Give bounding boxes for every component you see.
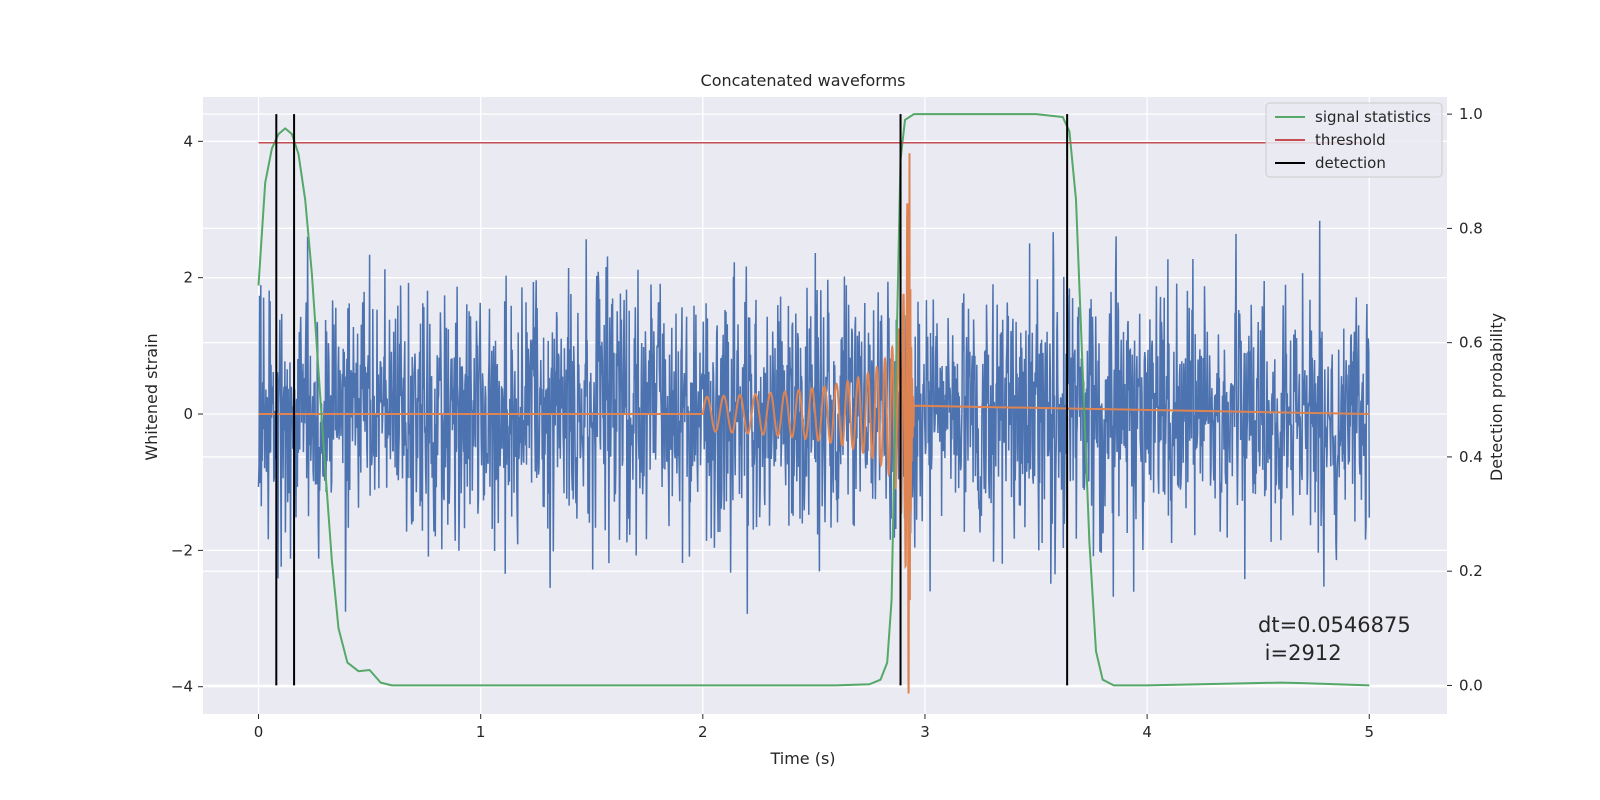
- x-axis-title: Time (s): [769, 749, 835, 768]
- y2-tick-label: 1.0: [1459, 105, 1483, 123]
- legend-label-detection: detection: [1315, 154, 1386, 172]
- y-tick-label: 4: [183, 132, 193, 150]
- annotation-dt: dt=0.0546875: [1258, 613, 1411, 637]
- y-tick-label: −2: [171, 541, 193, 559]
- chart-title: Concatenated waveforms: [701, 71, 906, 90]
- x-tick-label: 0: [254, 723, 264, 741]
- y2-tick-label: 0.8: [1459, 219, 1483, 237]
- x-tick-label: 1: [476, 723, 486, 741]
- legend-box: [1265, 102, 1443, 178]
- y-tick-label: 0: [183, 405, 193, 423]
- x-tick-label: 3: [920, 723, 930, 741]
- legend-label-signal-statistics: signal statistics: [1315, 108, 1431, 126]
- y2-tick-label: 0.2: [1459, 562, 1483, 580]
- y-axis-title: Whitened strain: [142, 333, 161, 460]
- y-tick-label: 2: [183, 269, 193, 287]
- y2-tick-label: 0.6: [1459, 334, 1483, 352]
- signal-statistics-line: [257, 113, 1370, 687]
- legend-label-threshold: threshold: [1315, 131, 1386, 149]
- x-tick-label: 2: [698, 723, 708, 741]
- annotation-i: i=2912: [1258, 641, 1342, 665]
- left-axis-ticks: −4 −2 0 2 4: [171, 132, 203, 696]
- x-axis-ticks: 0 1 2 3 4 5: [254, 714, 1374, 741]
- detection-lines: [275, 114, 1069, 686]
- right-axis-ticks: 0.0 0.2 0.4 0.6 0.8 1.0: [1447, 105, 1483, 694]
- x-tick-label: 4: [1142, 723, 1152, 741]
- legend: signal statistics threshold detection: [1265, 102, 1443, 178]
- y2-tick-label: 0.0: [1459, 676, 1483, 694]
- x-tick-label: 5: [1364, 723, 1374, 741]
- y-tick-label: −4: [171, 678, 193, 696]
- y2-tick-label: 0.4: [1459, 448, 1483, 466]
- y2-axis-title: Detection probability: [1487, 313, 1506, 481]
- strain-series-line: [257, 220, 1371, 614]
- template-series-line: [258, 153, 1370, 694]
